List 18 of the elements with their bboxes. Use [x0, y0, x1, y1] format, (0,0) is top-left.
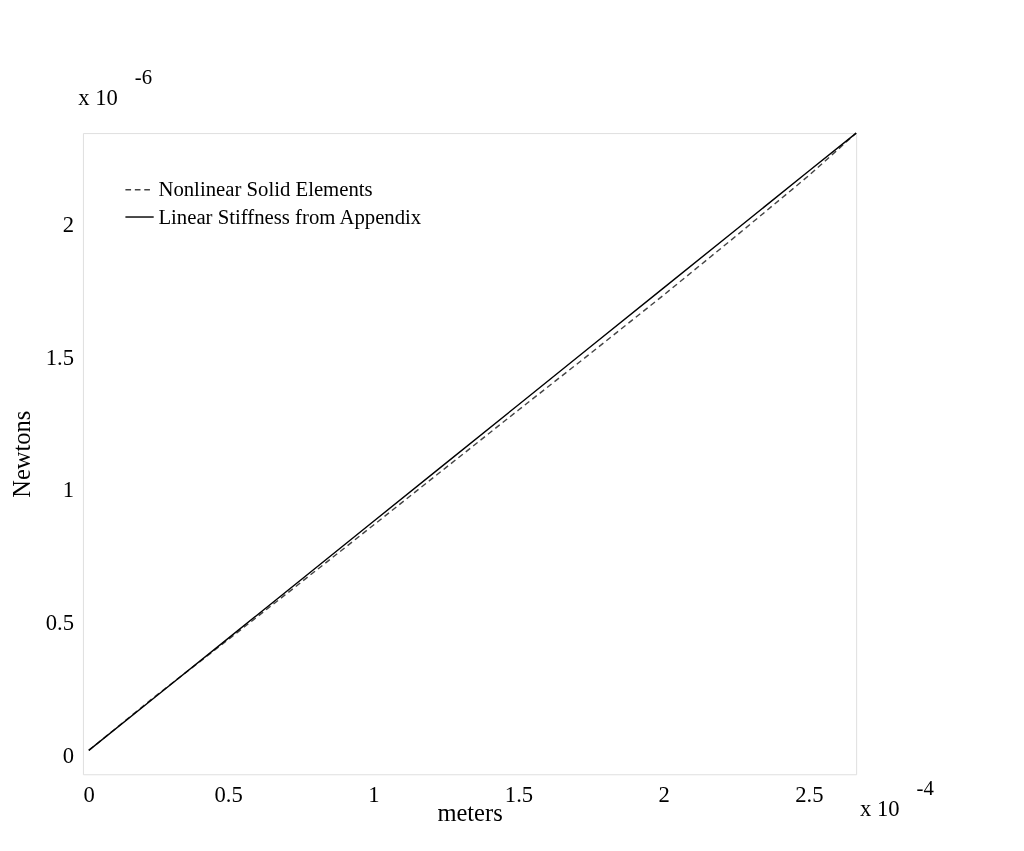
legend-label: Linear Stiffness from Appendix [158, 205, 422, 229]
y-tick-label: 1 [62, 477, 75, 503]
legend-label: Nonlinear Solid Elements [158, 178, 373, 201]
x-tick-label: 1 [368, 782, 380, 808]
x-tick-label: 2.5 [795, 782, 824, 808]
text: x 10-4 [859, 777, 935, 821]
text: x 10-6 [78, 66, 153, 110]
y-tick-label: 1.5 [45, 344, 75, 370]
x-tick-label: 2 [658, 782, 670, 808]
x-tick-label: 1.5 [504, 782, 534, 808]
line-series [88, 132, 857, 752]
y-tick-label: 2 [62, 211, 75, 237]
y-tick-label: 0 [62, 742, 75, 768]
y-axis-title: Newtons [7, 410, 35, 498]
y-tick-label: 0.5 [45, 610, 75, 636]
x-tick-label: 0 [83, 782, 95, 808]
x-tick-label: 0.5 [214, 782, 243, 808]
x-axis-title: meters [437, 798, 503, 826]
